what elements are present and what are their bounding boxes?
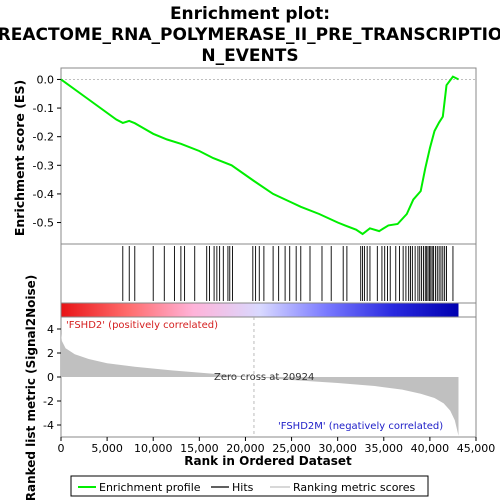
ranked-ylabel: Ranked list metric (Signal2Noise) bbox=[24, 275, 38, 500]
es-y-tick-label: -0.2 bbox=[33, 131, 54, 144]
ranked-y-tick-label: 0 bbox=[47, 371, 54, 384]
hit-lines bbox=[122, 246, 454, 301]
es-y-tick-label: -0.1 bbox=[33, 102, 54, 115]
rank-gradient-bar bbox=[60, 302, 477, 318]
ranked-y-tick-label: -2 bbox=[43, 395, 54, 408]
es-ylabel: Enrichment score (ES) bbox=[12, 80, 27, 236]
negative-label: 'FSHD2M' (negatively correlated) bbox=[278, 421, 443, 432]
x-tick-label: 40,000 bbox=[411, 442, 450, 455]
chart-title-line3: N_EVENTS bbox=[201, 46, 298, 66]
ranked-metric-panel: 420-2-4 'FSHD2' (positively correlated) … bbox=[24, 275, 477, 500]
es-y-tick-label: -0.4 bbox=[33, 188, 54, 201]
x-axis-label: Rank in Ordered Dataset bbox=[184, 454, 352, 468]
x-tick-label: 25,000 bbox=[272, 442, 311, 455]
x-tick-label: 0 bbox=[58, 442, 65, 455]
ranking-metric-area bbox=[61, 333, 459, 436]
es-y-tick-label: -0.5 bbox=[33, 217, 54, 230]
ranked-y-tick-label: -4 bbox=[43, 419, 54, 432]
x-tick-label: 45,000 bbox=[457, 442, 496, 455]
ranked-y-tick-label: 4 bbox=[47, 323, 54, 336]
ranked-y-tick-label: 2 bbox=[47, 347, 54, 360]
ranked-y-ticks: 4 2 0 -2 -4 bbox=[43, 323, 61, 432]
x-axis-ticks: 0 5,000 10,000 15,000 20,000 25,000 30,000 35,0… bbox=[58, 437, 496, 455]
x-tick-label: 35,000 bbox=[365, 442, 404, 455]
positive-label: 'FSHD2' (positively correlated) bbox=[66, 320, 218, 331]
es-panel: 0.0 -0.1 -0.2 -0.3 -0.4 -0.5 Enrichment score… bbox=[12, 67, 477, 245]
es-y-tick-label: -0.3 bbox=[33, 159, 54, 172]
x-tick-label: 15,000 bbox=[180, 442, 219, 455]
legend: Enrichment profile Hits Ranking metric s… bbox=[70, 475, 429, 497]
es-y-tick-label: 0.0 bbox=[37, 73, 55, 86]
legend-label-ranking: Ranking metric scores bbox=[293, 481, 415, 494]
legend-label-enrichment: Enrichment profile bbox=[99, 481, 201, 494]
zero-cross-label: Zero cross at 20924 bbox=[214, 372, 314, 383]
chart-title-line2: REACTOME_RNA_POLYMERASE_II_PRE_TRANSCRIP… bbox=[0, 25, 500, 45]
legend-frame bbox=[70, 475, 429, 497]
x-tick-label: 30,000 bbox=[318, 442, 357, 455]
x-tick-label: 5,000 bbox=[91, 442, 123, 455]
hits-panel bbox=[60, 243, 477, 304]
es-y-ticks: 0.0 -0.1 -0.2 -0.3 -0.4 -0.5 bbox=[33, 73, 61, 230]
chart-title-line1: Enrichment plot: bbox=[170, 4, 330, 24]
es-panel-frame bbox=[60, 67, 477, 245]
x-tick-label: 20,000 bbox=[226, 442, 265, 455]
x-tick-label: 10,000 bbox=[134, 442, 173, 455]
hits-panel-frame bbox=[60, 243, 477, 304]
gradient-bar bbox=[61, 303, 459, 317]
enrichment-profile-line bbox=[60, 75, 459, 236]
legend-label-hits: Hits bbox=[232, 481, 254, 494]
